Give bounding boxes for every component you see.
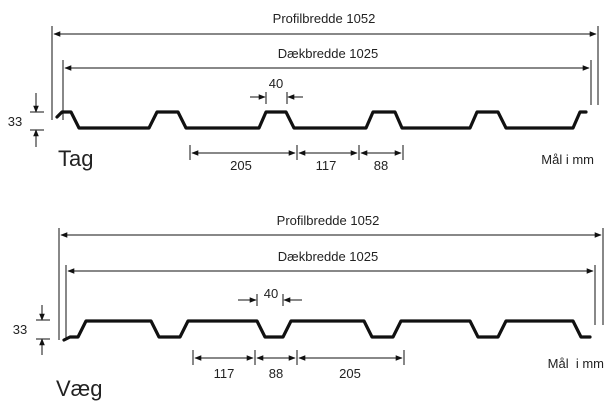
tag-unit-label: Mål i mm xyxy=(541,152,594,167)
tag-dim-label-1: 205 xyxy=(230,158,252,173)
vaeg-unit-label: Mål i mm xyxy=(548,356,604,371)
tag-cover-width-label: Dækbredde 1025 xyxy=(278,46,378,61)
tag-dim-label-3: 88 xyxy=(374,158,388,173)
vaeg-height-label: 33 xyxy=(13,322,27,337)
tag-crest-label: 40 xyxy=(269,76,283,91)
vaeg-cover-width-label: Dækbredde 1025 xyxy=(278,249,378,264)
tag-profile-width-label: Profilbredde 1052 xyxy=(273,11,376,26)
tag-section: Profilbredde 1052 Dækbredde 1025 40 33 2… xyxy=(8,11,599,173)
vaeg-title: Væg xyxy=(56,376,102,401)
vaeg-dim-label-2: 88 xyxy=(269,366,283,381)
vaeg-dim-label-3: 205 xyxy=(339,366,361,381)
vaeg-dim-label-1: 117 xyxy=(214,366,235,381)
vaeg-profile-width-label: Profilbredde 1052 xyxy=(277,213,380,228)
vaeg-profile-line xyxy=(62,319,592,342)
tag-dim-label-2: 117 xyxy=(316,158,337,173)
vaeg-crest-label: 40 xyxy=(264,286,278,301)
tag-height-label: 33 xyxy=(8,114,22,129)
tag-profile-line xyxy=(55,110,588,130)
vaeg-section: Profilbredde 1052 Dækbredde 1025 40 33 1… xyxy=(13,213,604,401)
tag-title: Tag xyxy=(58,146,93,171)
